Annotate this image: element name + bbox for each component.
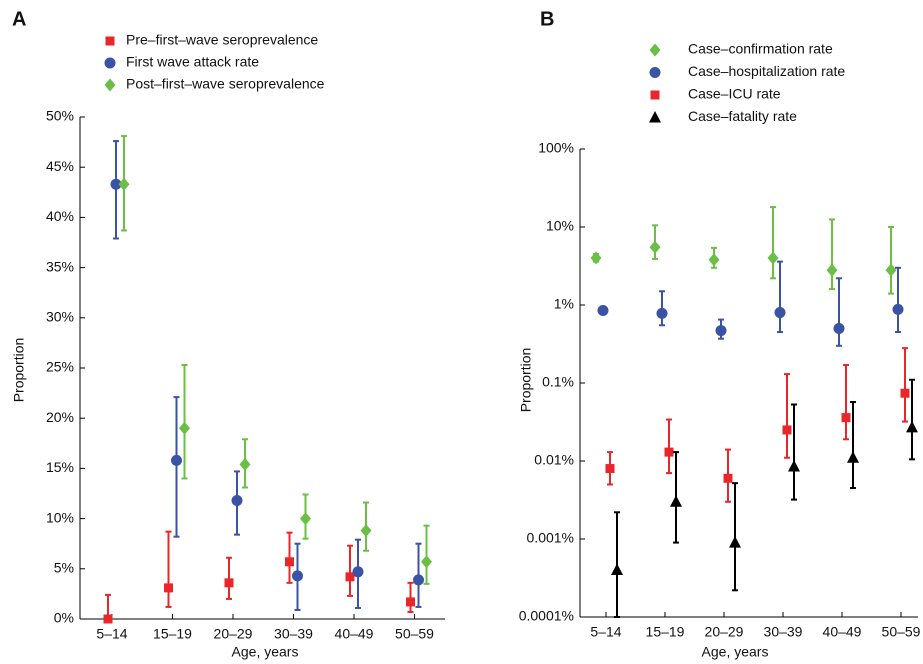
panel-letter: A (12, 8, 26, 30)
data-point (285, 557, 294, 567)
data-point (164, 583, 173, 593)
data-point (118, 177, 130, 191)
data-point (605, 464, 615, 474)
x-tick-label: 15–19 (153, 626, 192, 642)
data-point (782, 425, 792, 435)
legend-marker (649, 111, 661, 123)
y-tick-label: 30% (46, 309, 74, 325)
x-tick-label: 15–19 (646, 624, 685, 640)
legend-marker (104, 57, 116, 69)
legend-marker (104, 78, 116, 92)
legend-label: Post–first–wave seroprevalence (126, 76, 325, 92)
x-tick-label: 20–29 (705, 624, 744, 640)
legend-label: First wave attack rate (126, 54, 259, 70)
y-tick-label: 1% (554, 296, 574, 312)
y-tick-label: 15% (46, 459, 74, 475)
y-tick-label: 10% (546, 218, 574, 234)
y-tick-label: 0.001% (527, 530, 574, 546)
data-point (826, 263, 838, 277)
y-tick-label: 0.01% (534, 452, 574, 468)
x-tick-label: 30–39 (764, 624, 803, 640)
y-tick-label: 100% (538, 140, 574, 156)
x-tick-label: 30–39 (274, 626, 313, 642)
data-point (597, 305, 609, 317)
data-point (360, 524, 372, 538)
x-tick-label: 5–14 (96, 626, 127, 642)
data-point (300, 512, 311, 526)
legend-marker (105, 36, 115, 46)
data-point (590, 251, 602, 265)
y-axis-title: Proportion (518, 348, 534, 413)
y-tick-label: 10% (46, 509, 74, 525)
y-tick-label: 20% (46, 409, 74, 425)
data-point (892, 303, 904, 315)
data-point (292, 570, 303, 582)
data-point (611, 563, 623, 576)
y-tick-label: 0% (54, 610, 74, 626)
y-tick-label: 5% (54, 560, 74, 576)
x-axis-title: Age, years (232, 644, 299, 660)
data-point (103, 614, 113, 624)
x-tick-label: 50–59 (395, 626, 434, 642)
y-tick-label: 0.0001% (519, 608, 574, 624)
y-axis-title: Proportion (11, 338, 27, 403)
data-point (649, 240, 661, 254)
data-point (788, 460, 800, 472)
data-point (179, 421, 190, 435)
data-point (833, 322, 845, 334)
data-point (708, 253, 720, 267)
data-point (767, 251, 779, 265)
data-point (352, 566, 364, 578)
legend-label: Case–fatality rate (688, 108, 797, 124)
y-tick-label: 50% (46, 108, 74, 124)
data-point (723, 473, 733, 483)
y-tick-label: 0.1% (542, 374, 574, 390)
y-tick-label: 40% (46, 208, 74, 224)
data-point (239, 457, 251, 471)
legend-label: Case–hospitalization rate (688, 63, 845, 79)
data-point (231, 495, 243, 507)
data-point (906, 420, 918, 433)
y-tick-label: 45% (46, 158, 74, 174)
data-point (885, 263, 897, 277)
x-tick-label: 40–49 (823, 624, 862, 640)
data-point (715, 325, 727, 337)
data-point (729, 536, 741, 548)
panel-letter: B (540, 8, 554, 30)
y-tick-label: 25% (46, 359, 74, 375)
x-tick-label: 40–49 (335, 626, 374, 642)
legend-label: Case–ICU rate (688, 86, 781, 102)
data-point (670, 495, 682, 507)
data-point (224, 578, 234, 588)
x-axis-title: Age, years (702, 644, 769, 660)
legend-marker (649, 67, 661, 78)
legend-marker (649, 43, 661, 57)
data-point (406, 597, 415, 607)
legend-label: Case–confirmation rate (688, 41, 833, 57)
data-point (421, 555, 432, 569)
data-point (110, 178, 122, 190)
data-point (656, 307, 668, 319)
x-tick-label: 20–29 (214, 626, 253, 642)
x-tick-label: 50–59 (882, 624, 921, 640)
data-point (345, 572, 355, 582)
y-tick-label: 35% (46, 258, 74, 274)
data-point (774, 307, 786, 319)
data-point (664, 447, 674, 457)
x-tick-label: 5–14 (590, 624, 621, 640)
legend-label: Pre–first–wave seroprevalence (126, 32, 318, 48)
data-point (413, 574, 424, 586)
data-point (171, 454, 182, 466)
data-point (841, 413, 851, 423)
legend-marker (650, 90, 660, 100)
data-point (900, 388, 910, 398)
data-point (847, 451, 859, 463)
